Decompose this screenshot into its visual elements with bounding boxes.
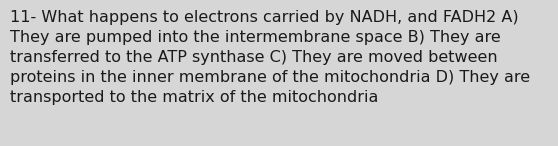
- Text: 11- What happens to electrons carried by NADH, and FADH2 A)
They are pumped into: 11- What happens to electrons carried by…: [10, 10, 530, 105]
